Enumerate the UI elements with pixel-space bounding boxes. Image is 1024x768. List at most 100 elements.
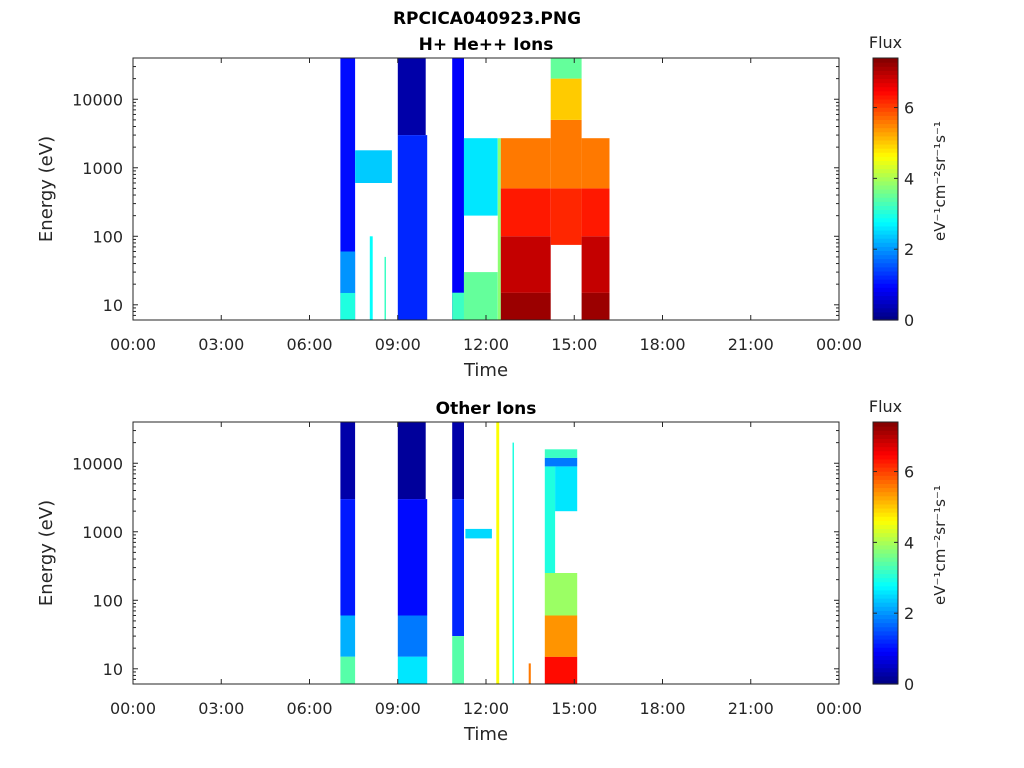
colorbar-swatch (873, 86, 898, 92)
heatmap-cell (496, 422, 500, 684)
colorbar-swatch (873, 283, 898, 288)
colorbar-swatch (873, 548, 898, 554)
colorbar-swatch (873, 98, 898, 104)
colorbar-swatch (873, 614, 898, 620)
colorbar-swatch (873, 602, 898, 607)
colorbar-swatch (873, 197, 898, 202)
colorbar-tick-label: 2 (904, 604, 914, 623)
colorbar-swatch (873, 143, 898, 149)
x-axis-label: Time (463, 360, 508, 381)
heatmap-cell (397, 135, 428, 320)
x-tick-label: 00:00 (816, 335, 862, 354)
colorbar-swatch (873, 279, 898, 284)
colorbar-swatch (873, 176, 898, 182)
colorbar-swatch (873, 569, 898, 575)
colorbar-swatch (873, 291, 898, 297)
colorbar-swatch (873, 630, 898, 636)
colorbar-swatch (873, 422, 898, 427)
heatmap-cell (463, 272, 498, 320)
colorbar-swatch (873, 78, 898, 84)
heatmap-cell (550, 188, 582, 245)
heatmap-cell (340, 615, 356, 657)
colorbar-swatch (873, 487, 898, 493)
y-tick-label: 1000 (82, 159, 123, 178)
colorbar-swatch (873, 581, 898, 587)
colorbar: 0 2 4 6 Flux eV⁻¹cm⁻²sr⁻¹s⁻¹ (869, 33, 949, 330)
colorbar-swatch (873, 573, 898, 579)
colorbar-swatch (873, 258, 898, 264)
x-tick-label: 06:00 (286, 335, 332, 354)
colorbar-swatch (873, 667, 898, 673)
colorbar-swatch (873, 454, 898, 460)
colorbar-swatch (873, 577, 898, 583)
heatmap-cell (550, 119, 582, 189)
x-tick-label: 09:00 (375, 699, 421, 718)
y-tick-label: 10000 (72, 90, 123, 109)
heatmap-cell (512, 442, 514, 684)
colorbar-frame (872, 421, 899, 685)
heatmap-cell (369, 236, 373, 320)
heatmap-cell (555, 466, 578, 512)
colorbar-swatch (873, 589, 898, 595)
panels: 00:00 03:00 06:00 09:00 12:00 15:00 18:00 21:00… (36, 33, 949, 745)
colorbar-swatch (873, 217, 898, 223)
heatmap-cell (544, 656, 578, 684)
colorbar-swatch (873, 221, 898, 227)
x-tick-label: 18:00 (639, 335, 685, 354)
heatmap-cell (397, 615, 428, 657)
colorbar-swatch (873, 160, 898, 166)
y-tick-label: 10 (103, 296, 123, 315)
colorbar-swatch (873, 647, 898, 652)
heatmap-cell (452, 58, 464, 320)
colorbar-swatch (873, 622, 898, 628)
heatmap-cell (355, 150, 392, 183)
x-tick-label: 15:00 (551, 335, 597, 354)
colorbar-swatch (873, 82, 898, 88)
colorbar-swatch (873, 671, 898, 677)
heatmap-cell (500, 292, 551, 320)
heatmap-cell (452, 292, 464, 320)
heatmap-cell (465, 528, 492, 539)
colorbar-swatch (873, 479, 898, 484)
colorbar-swatch (873, 528, 898, 534)
colorbar-swatch (873, 626, 898, 632)
colorbar-swatch (873, 643, 898, 648)
colorbar-swatch (873, 225, 898, 231)
heatmap-cell (581, 188, 610, 237)
colorbar-swatch (873, 148, 898, 153)
colorbar-swatch (873, 557, 898, 562)
heatmap-cell (463, 138, 498, 216)
colorbar-swatch (873, 180, 898, 186)
colorbar-swatch (873, 123, 898, 129)
colorbar: 0 2 4 6 Flux eV⁻¹cm⁻²sr⁻¹s⁻¹ (869, 397, 949, 694)
colorbar-swatch (873, 426, 898, 431)
colorbar-swatch (873, 246, 898, 251)
heatmap-cell (397, 499, 428, 616)
colorbar-swatch (873, 62, 898, 67)
colorbar-swatch (873, 250, 898, 256)
colorbar-swatch (873, 483, 898, 489)
colorbar-swatch (873, 229, 898, 235)
colorbar-swatch (873, 74, 898, 80)
figure-title: RPCICA040923.PNG (393, 9, 581, 29)
heatmap-cell (340, 422, 356, 500)
plot-frame (132, 421, 840, 685)
x-tick-label: 21:00 (728, 335, 774, 354)
colorbar-swatch (873, 675, 898, 681)
colorbar-swatch (873, 450, 898, 456)
x-tick-label: 00:00 (816, 699, 862, 718)
colorbar-swatch (873, 270, 898, 276)
colorbar-swatch (873, 266, 898, 272)
colorbar-tick-label: 0 (904, 311, 914, 330)
heatmap-cell (397, 656, 428, 684)
colorbar-swatch (873, 262, 898, 268)
colorbar-swatch (873, 156, 898, 161)
colorbar-swatch (873, 532, 898, 538)
colorbar-swatch (873, 115, 898, 120)
heatmap-cell (384, 256, 386, 320)
colorbar-swatch (873, 103, 898, 108)
colorbar-swatch (873, 152, 898, 157)
heatmap-cell (500, 188, 551, 237)
heatmap-cell (550, 78, 582, 120)
y-tick-label: 1000 (82, 523, 123, 542)
